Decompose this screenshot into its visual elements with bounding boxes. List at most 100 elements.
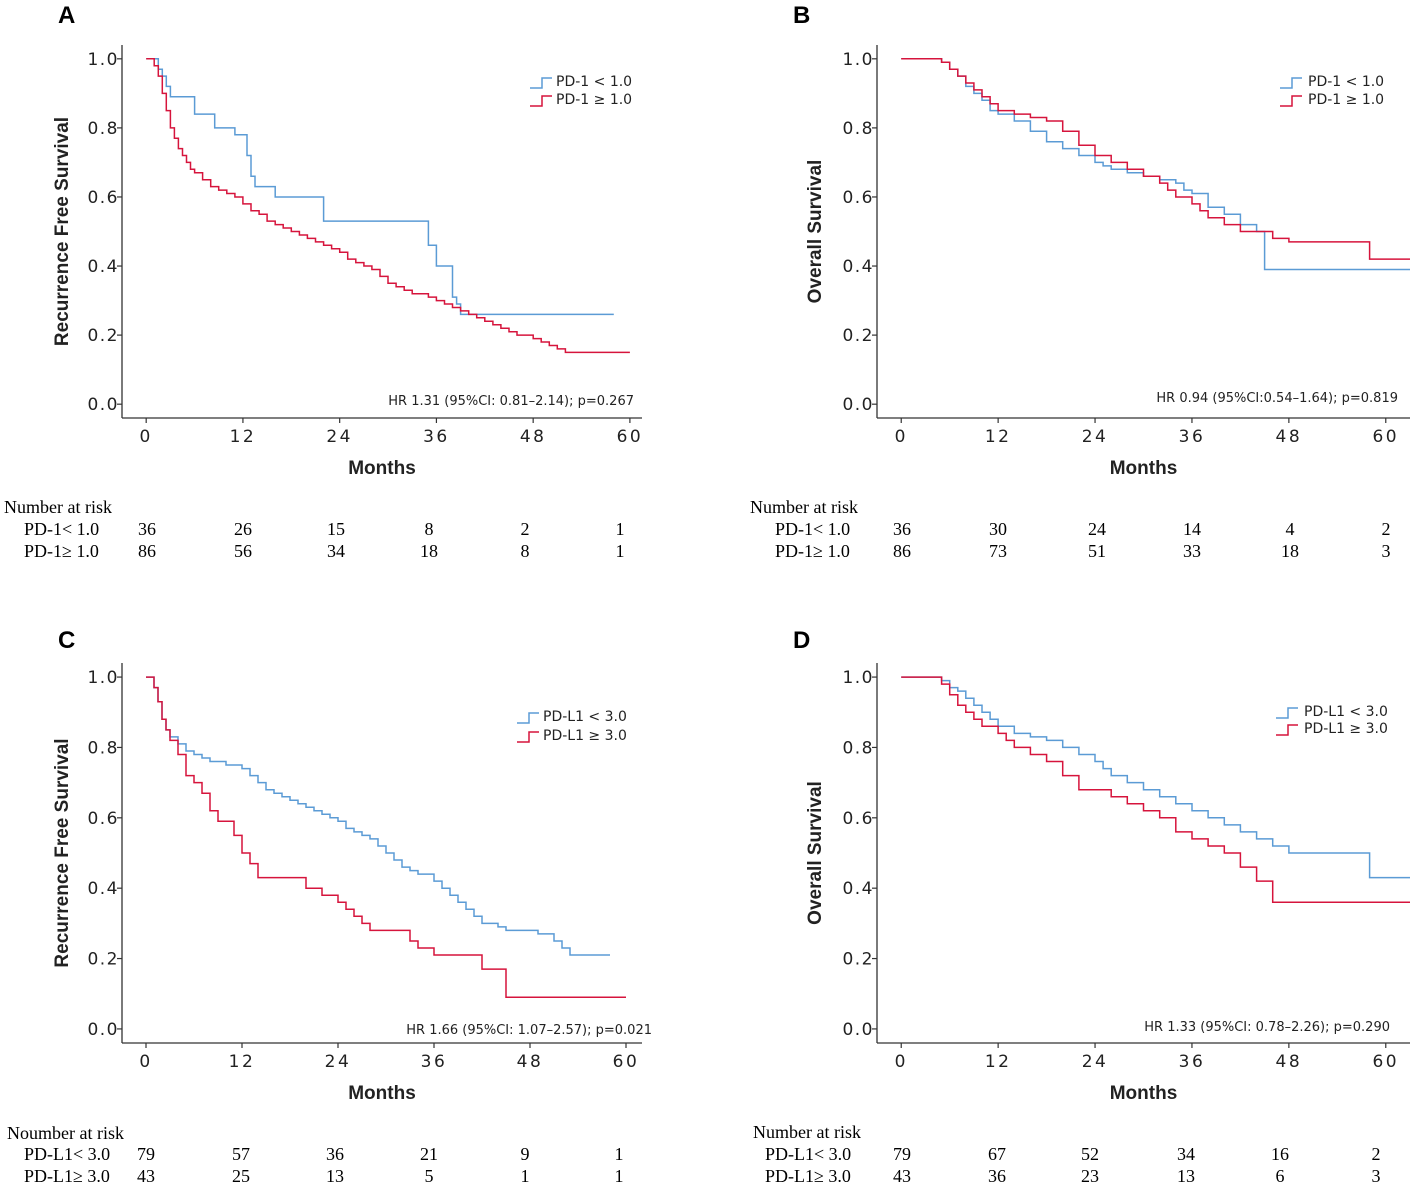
risk-count: 1 (615, 1166, 624, 1186)
legend-label-0: PD-1 < 1.0 (556, 74, 632, 90)
risk-count: 26 (234, 519, 252, 539)
risk-row-label: PD-L1< 3.0 (24, 1144, 110, 1164)
x-tick-label: 60 (613, 1052, 640, 1072)
y-tick-label: 0.4 (842, 257, 874, 277)
risk-count: 86 (138, 541, 156, 561)
risk-count: 3 (1372, 1166, 1381, 1186)
y-tick-label: 0.6 (842, 809, 874, 829)
legend-swatch-1 (1280, 95, 1302, 107)
legend-swatch-0 (530, 77, 552, 89)
series-line-1 (146, 676, 626, 999)
y-axis-title: Overall Survival (805, 781, 826, 925)
risk-count: 2 (1372, 1144, 1381, 1164)
risk-count: 36 (138, 519, 156, 539)
panel-letter: C (58, 627, 75, 654)
risk-count: 36 (988, 1166, 1006, 1186)
x-tick-label: 0 (895, 427, 908, 447)
y-tick-label: 0.8 (87, 738, 119, 758)
risk-count: 57 (232, 1144, 250, 1164)
risk-count: 33 (1183, 541, 1201, 561)
risk-count: 1 (616, 541, 625, 561)
legend-label-0: PD-L1 < 3.0 (1304, 704, 1388, 720)
x-tick-label: 0 (139, 1052, 152, 1072)
risk-count: 13 (1177, 1166, 1195, 1186)
x-tick-label: 60 (617, 427, 644, 447)
y-tick-label: 0.2 (842, 950, 874, 970)
hazard-ratio-text: HR 1.33 (95%CI: 0.78–2.26); p=0.290 (1144, 1020, 1390, 1035)
risk-count: 73 (989, 541, 1007, 561)
y-tick-label: 0.2 (842, 326, 874, 346)
panel-a: A0.00.20.40.60.81.00 12 24 36 48 60MonthsRecu… (4, 2, 644, 561)
risk-count: 23 (1081, 1166, 1099, 1186)
panel-c: C 0.0 0.2 0.4 0.6 0.8 1.0 0 12 24 36 48 60 Months Recu… (7, 627, 652, 1186)
y-axis-title: Overall Survival (805, 160, 826, 304)
risk-count: 36 (326, 1144, 344, 1164)
panel-d: D0.00.20.40.60.81.00 12 24 36 48 60MonthsOver… (753, 627, 1410, 1186)
risk-count: 24 (1088, 519, 1106, 539)
y-tick-label: 0.2 (87, 326, 119, 346)
legend-label-1: PD-1 ≥ 1.0 (556, 92, 632, 108)
y-tick-label: 0.2 (87, 950, 119, 970)
series-line-1 (901, 676, 1410, 904)
risk-row-label: PD-1< 1.0 (24, 519, 99, 539)
panel-letter: A (58, 2, 75, 29)
risk-count: 34 (1177, 1144, 1195, 1164)
risk-count: 52 (1081, 1144, 1099, 1164)
x-tick-label: 24 (325, 1052, 352, 1072)
y-tick-label: 0.0 (87, 395, 119, 415)
risk-count: 1 (521, 1166, 530, 1186)
panel-b: B0.00.20.40.60.81.00 12 24 36 48 60MonthsOver… (750, 2, 1410, 561)
risk-count: 79 (893, 1144, 911, 1164)
x-axis-title: Months (1110, 458, 1178, 479)
y-tick-label: 0.0 (87, 1020, 119, 1040)
risk-table-title: Noumber at risk (7, 1123, 124, 1143)
x-axis-title: Months (348, 1083, 416, 1104)
legend-label-0: PD-1 < 1.0 (1308, 74, 1384, 90)
x-tick-label: 12 (229, 1052, 256, 1072)
risk-row-label: PD-L1≥ 3.0 (765, 1166, 851, 1186)
risk-count: 30 (989, 519, 1007, 539)
risk-count: 36 (893, 519, 911, 539)
risk-count: 1 (616, 519, 625, 539)
y-tick-label: 0.0 (842, 395, 874, 415)
series-line-0 (901, 58, 1410, 271)
risk-count: 15 (327, 519, 345, 539)
legend-label-1: PD-L1 ≥ 3.0 (543, 728, 627, 744)
legend-label-0: PD-L1 < 3.0 (543, 709, 627, 725)
x-tick-label: 60 (1372, 1052, 1399, 1072)
x-tick-label: 48 (517, 1052, 544, 1072)
risk-count: 8 (425, 519, 434, 539)
y-tick-label: 1.0 (87, 668, 119, 688)
legend-label-1: PD-L1 ≥ 3.0 (1304, 721, 1388, 737)
risk-count: 13 (326, 1166, 344, 1186)
risk-count: 67 (988, 1144, 1006, 1164)
risk-count: 8 (521, 541, 530, 561)
x-tick-label: 60 (1372, 427, 1399, 447)
x-tick-label: 0 (895, 1052, 908, 1072)
x-tick-label: 0 (140, 427, 153, 447)
x-tick-label: 24 (1082, 427, 1109, 447)
risk-count: 3 (1382, 541, 1391, 561)
x-tick-label: 36 (1179, 1052, 1206, 1072)
hazard-ratio-text: HR 0.94 (95%CI:0.54–1.64); p=0.819 (1156, 391, 1398, 406)
y-tick-label: 0.6 (87, 188, 119, 208)
x-tick-label: 36 (1179, 427, 1206, 447)
x-tick-label: 12 (985, 427, 1012, 447)
x-tick-label: 36 (421, 1052, 448, 1072)
risk-count: 5 (425, 1166, 434, 1186)
x-axis-title: Months (1110, 1083, 1178, 1104)
risk-count: 14 (1183, 519, 1201, 539)
legend-swatch-0 (1280, 77, 1302, 89)
legend-swatch-1 (1276, 724, 1298, 736)
y-tick-label: 0.6 (87, 809, 119, 829)
y-tick-label: 0.4 (842, 879, 874, 899)
x-tick-label: 36 (423, 427, 450, 447)
x-axis-title: Months (348, 458, 416, 479)
legend-swatch-1 (517, 731, 539, 743)
y-tick-label: 0.8 (87, 119, 119, 139)
risk-count: 43 (137, 1166, 155, 1186)
series-line-1 (146, 58, 630, 354)
y-tick-label: 0.4 (87, 879, 119, 899)
legend-swatch-1 (530, 95, 552, 107)
